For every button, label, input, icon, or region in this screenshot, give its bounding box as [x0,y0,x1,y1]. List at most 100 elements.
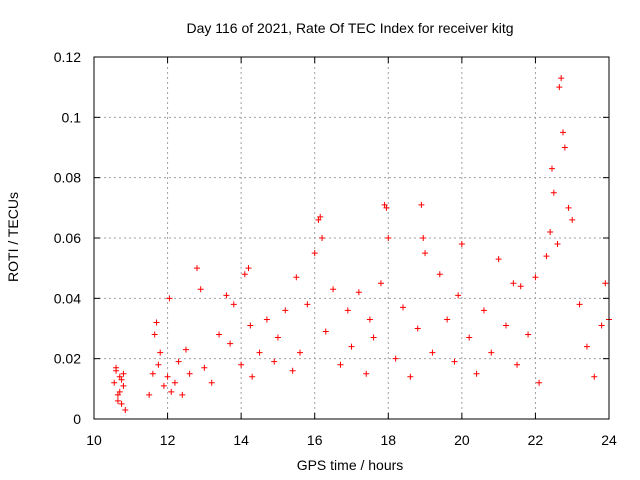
data-point [201,364,208,371]
data-point [550,189,557,196]
data-point [153,319,160,326]
data-point [282,307,289,314]
x-tick-label: 10 [86,432,102,448]
data-point [407,373,414,380]
data-point [517,283,524,290]
data-point [271,358,278,365]
data-point [554,241,561,248]
y-tick-label: 0.08 [54,170,81,186]
data-point [583,343,590,350]
data-point [547,228,554,235]
data-point [319,235,326,241]
data-point [366,316,373,323]
data-point [392,355,399,362]
x-tick-label: 14 [233,432,249,448]
data-point [171,379,178,386]
data-point [598,322,605,329]
data-point [263,316,270,323]
data-point [274,334,281,341]
data-point [429,349,436,356]
data-point [420,235,427,241]
data-point [400,304,406,311]
data-point [317,213,324,220]
data-point [418,201,425,208]
data-point [175,358,182,365]
y-tick-label: 0.02 [54,351,81,367]
data-point [451,358,458,365]
data-point [149,370,156,377]
data-point [168,388,175,395]
data-point [122,406,129,413]
y-tick-label: 0.1 [62,109,82,125]
data-point [385,235,392,241]
data-point [155,361,162,368]
data-point [182,346,189,353]
data-point [514,361,521,368]
data-point [315,216,322,223]
data-point [111,379,118,386]
data-point [480,307,487,314]
axis-ticks [93,56,610,420]
data-point [186,370,193,377]
data-point [164,373,171,380]
data-point [488,349,495,356]
data-point [337,361,344,368]
y-tick-label: 0.06 [54,230,81,246]
y-tick-label: 0.12 [54,49,81,65]
data-point [543,253,550,260]
x-tick-label: 12 [160,432,176,448]
data-point [116,373,123,380]
x-axis-label: GPS time / hours [297,457,404,473]
data-point [436,271,443,278]
data-point [249,373,256,380]
data-point [166,295,173,302]
data-point [377,280,384,287]
data-point [548,165,555,172]
chart-title: Day 116 of 2021, Rate Of TEC Index for r… [186,20,513,36]
data-point [179,391,186,398]
data-point [194,265,200,272]
data-point [525,331,532,338]
data-point [565,204,572,211]
data-point [383,204,390,211]
data-point [495,256,502,263]
data-point [297,349,303,356]
data-point [560,129,567,136]
x-tick-label: 18 [380,432,396,448]
data-point [311,250,318,257]
data-point [536,379,543,386]
data-point [330,286,337,293]
data-point [208,379,215,386]
data-point [414,325,421,332]
data-point [444,316,451,323]
data-point [576,301,583,308]
data-point [114,397,121,404]
data-point [157,349,164,356]
data-point [348,343,355,350]
data-point [197,286,204,293]
y-axis-label: ROTI / TECUs [5,192,21,282]
data-point [370,334,377,341]
data-point [381,201,388,208]
data-point [247,322,254,329]
data-point [602,280,609,287]
tick-labels: 10 12 14 16 18 20 22 24 0 0.02 0.04 0.06 0.08 0.1 0.12 [54,49,617,448]
data-point [569,216,576,223]
x-tick-label: 22 [528,432,544,448]
data-point [473,370,480,377]
y-tick-label: 0 [73,411,81,427]
data-points [111,75,612,413]
data-point [293,274,300,281]
data-point [120,382,127,389]
data-point [556,84,563,91]
data-point [510,280,517,287]
data-point [532,274,539,281]
data-point [466,334,473,341]
data-point [503,322,509,329]
x-tick-label: 24 [601,432,617,448]
data-point [151,331,158,338]
data-point [458,241,465,248]
x-tick-label: 16 [307,432,323,448]
data-point [344,307,351,314]
data-point [230,301,237,308]
